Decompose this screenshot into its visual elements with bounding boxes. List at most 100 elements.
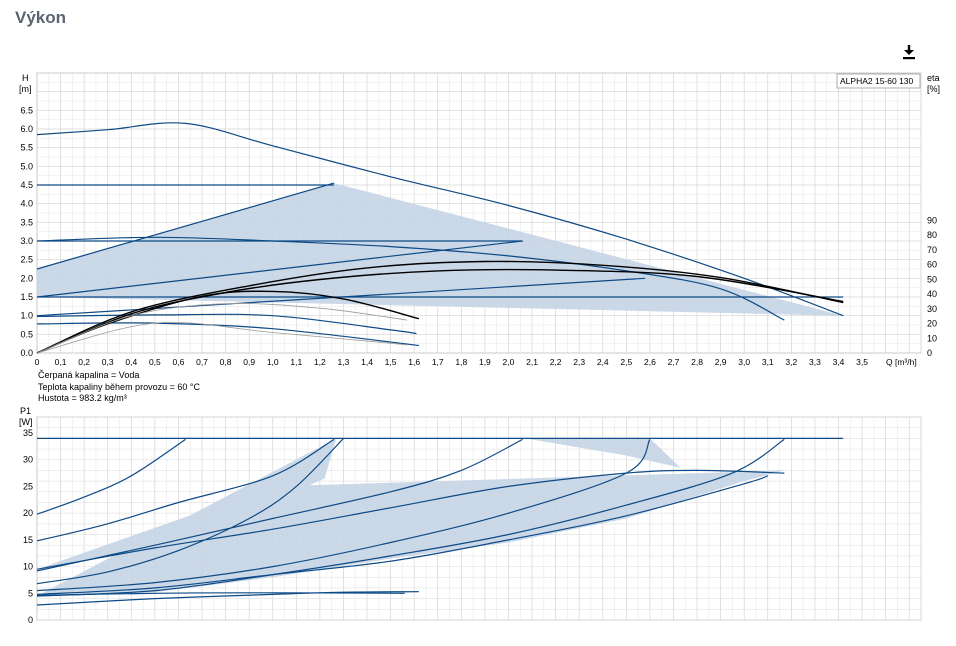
head-x-axis-label: Q [m³/h] [886,357,917,367]
head-y-tick-label: 3.0 [20,236,33,246]
power-series-line [36,437,344,585]
head-x-tick-label: 1,0 [267,357,279,367]
head-series-line [36,321,408,354]
head-y2-axis-label: eta [927,73,940,83]
power-chart: 0 5 10 15 20 25 30 35 P1[W] [19,406,922,625]
head-y-axis-label: H [22,73,29,83]
head-x-tick-label: 0,6 [173,357,185,367]
power-y-tick-label: 5 [28,588,33,598]
head-x-tick-label: 0,9 [243,357,255,367]
head-series-line [36,303,408,354]
head-x-tick-label: 2,4 [597,357,609,367]
power-series-line [36,591,419,606]
head-x-tick-label: 2,2 [550,357,562,367]
power-series-line [36,438,523,572]
head-x-tick-label: 2,6 [644,357,656,367]
head-x-tick-label: 3,0 [738,357,750,367]
head-y-tick-label: 4.5 [20,180,33,190]
power-y-tick-label: 0 [28,615,33,625]
legend-label: ALPHA2 15-60 130 [840,76,914,86]
head-x-tick-label: 1,6 [408,357,420,367]
head-x-tick-label: 0,5 [149,357,161,367]
power-y-axis-unit: [W] [19,417,33,427]
head-y2-axis-unit: [%] [927,84,940,94]
head-y-tick-label: 1.5 [20,292,33,302]
head-x-tick-label: 0,7 [196,357,208,367]
fluid-info-line: Teplota kapaliny během provozu = 60 °C [38,382,200,392]
power-series-line [36,469,785,570]
power-y-tick-label: 35 [23,428,33,438]
power-y-axis-label: P1 [20,406,31,416]
head-y2-tick-label: 20 [927,319,937,329]
head-x-tick-label: 0,4 [125,357,137,367]
head-y2-tick-label: 90 [927,215,937,225]
power-y-tick-label: 30 [23,455,33,465]
head-y2-tick-label: 30 [927,304,937,314]
head-chart: 0.0 0.5 1.0 1.5 2.0 2.5 3.0 3.5 4.0 4.5 5.0 5.5 6.0 6… [19,72,940,367]
head-y2-tick-label: 50 [927,274,937,284]
fluid-info: Čerpaná kapalina = Voda Teplota kapaliny… [38,370,200,403]
head-x-tick-label: 1,3 [338,357,350,367]
head-series-line [36,260,844,354]
head-y-tick-label: 3.5 [20,217,33,227]
power-y-tick-label: 20 [23,508,33,518]
power-series-line [36,439,651,592]
head-y-axis-unit: [m] [19,84,32,94]
head-y2-tick-label: 40 [927,289,937,299]
head-x-tick-label: 3,2 [785,357,797,367]
head-x-tick-label: 0,8 [220,357,232,367]
head-y-tick-label: 6.5 [20,105,33,115]
head-y2-tick-label: 0 [927,348,932,358]
power-shaded-region [37,438,785,596]
fluid-info-line: Hustota = 983.2 kg/m³ [38,393,127,403]
head-x-tick-label: 0,3 [102,357,114,367]
power-y-tick-label: 10 [23,562,33,572]
head-x-tick-label: 2,3 [573,357,585,367]
head-y-tick-label: 2.0 [20,273,33,283]
head-y-tick-label: 6.0 [20,124,33,134]
head-y2-tick-label: 70 [927,245,937,255]
head-y-tick-label: 0.5 [20,329,33,339]
head-series-line [36,268,844,354]
head-x-tick-label: 3,1 [762,357,774,367]
head-y-tick-label: 5.5 [20,143,33,153]
power-series-line [36,475,768,595]
head-x-tick-label: 2,8 [691,357,703,367]
head-y2-tick-label: 60 [927,260,937,270]
head-y2-tick-label: 10 [927,333,937,343]
head-series-line [36,182,335,270]
head-y-tick-label: 5.0 [20,161,33,171]
head-series-line [36,322,419,347]
head-y-tick-label: 4.0 [20,199,33,209]
head-x-tick-label: 2,9 [715,357,727,367]
head-y2-tick-label: 80 [927,230,937,240]
head-x-tick-label: 1,1 [290,357,302,367]
head-x-tick-label: 2,1 [526,357,538,367]
head-y-tick-label: 0.0 [20,348,33,358]
power-y-tick-label: 25 [23,481,33,491]
head-x-tick-label: 0,1 [55,357,67,367]
head-x-tick-label: 3,3 [809,357,821,367]
download-icon[interactable] [899,42,919,62]
head-x-tick-label: 1,7 [432,357,444,367]
power-series-line [36,438,335,542]
head-x-tick-label: 2,0 [503,357,515,367]
power-series-line [36,592,405,596]
head-x-tick-label: 1,5 [385,357,397,367]
head-x-tick-label: 3,4 [833,357,845,367]
power-series-line [36,438,186,515]
legend-box [836,73,921,89]
head-x-tick-label: 2,5 [620,357,632,367]
head-series-line [36,236,785,321]
head-x-tick-label: 0 [35,357,40,367]
head-x-tick-label: 1,4 [361,357,373,367]
fluid-info-line: Čerpaná kapalina = Voda [38,370,139,380]
head-x-tick-label: 1,9 [479,357,491,367]
head-series-line [36,122,844,317]
head-y-tick-label: 2.5 [20,255,33,265]
head-x-tick-label: 2,7 [668,357,680,367]
head-x-tick-label: 1,8 [455,357,467,367]
head-x-tick-label: 3,5 [856,357,868,367]
head-y-tick-label: 1.0 [20,311,33,321]
